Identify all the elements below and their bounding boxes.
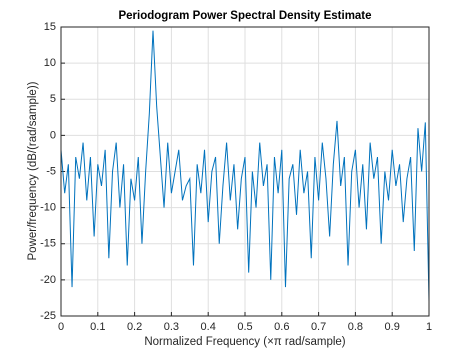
y-tick-label: -25 bbox=[40, 310, 56, 322]
x-tick-label: 0.6 bbox=[274, 321, 289, 333]
x-tick-label: 0.7 bbox=[311, 321, 326, 333]
y-tick-label: 10 bbox=[44, 57, 56, 69]
x-tick-label: 0.5 bbox=[237, 321, 252, 333]
x-tick-label: 0.4 bbox=[201, 321, 216, 333]
x-tick-label: 1 bbox=[426, 321, 432, 333]
chart-title: Periodogram Power Spectral Density Estim… bbox=[118, 10, 371, 22]
x-tick-label: 0.2 bbox=[127, 321, 142, 333]
y-tick-label: 5 bbox=[50, 93, 56, 105]
x-tick-label: 0.3 bbox=[164, 321, 179, 333]
x-axis-label: Normalized Frequency (×π rad/sample) bbox=[144, 336, 345, 348]
y-tick-label: -10 bbox=[40, 202, 56, 214]
x-tick-label: 0.1 bbox=[90, 321, 105, 333]
y-tick-label: -5 bbox=[46, 165, 56, 177]
x-tick-label: 0.9 bbox=[385, 321, 400, 333]
plot-frame bbox=[60, 26, 430, 317]
y-tick-label: -20 bbox=[40, 274, 56, 286]
x-tick-label: 0.8 bbox=[348, 321, 363, 333]
y-tick-label: 15 bbox=[44, 21, 56, 33]
x-tick-label: 0 bbox=[58, 321, 64, 333]
y-tick-label: -15 bbox=[40, 238, 56, 250]
data-line bbox=[60, 30, 430, 302]
y-axis-label: Power/frequency (dB/(rad/sample)) bbox=[27, 81, 39, 260]
y-tick-label: 0 bbox=[50, 129, 56, 141]
